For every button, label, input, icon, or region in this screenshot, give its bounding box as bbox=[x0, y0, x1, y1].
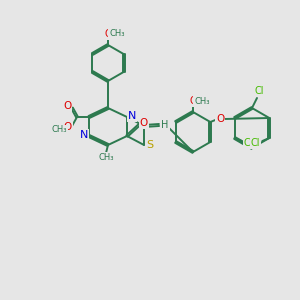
Text: O: O bbox=[189, 96, 197, 106]
Text: H: H bbox=[161, 120, 169, 130]
Text: S: S bbox=[146, 140, 154, 150]
Text: O: O bbox=[104, 29, 112, 39]
Text: Cl: Cl bbox=[254, 86, 264, 96]
Text: Cl: Cl bbox=[250, 138, 260, 148]
Text: O: O bbox=[63, 101, 71, 111]
Text: O: O bbox=[216, 114, 224, 124]
Text: N: N bbox=[128, 111, 136, 121]
Text: CH₃: CH₃ bbox=[109, 29, 125, 38]
Text: CH₃: CH₃ bbox=[98, 152, 114, 161]
Text: O: O bbox=[64, 122, 72, 132]
Text: CH₃: CH₃ bbox=[194, 97, 210, 106]
Text: CH₃: CH₃ bbox=[51, 125, 67, 134]
Text: O: O bbox=[140, 118, 148, 128]
Text: N: N bbox=[80, 130, 88, 140]
Text: Cl: Cl bbox=[244, 138, 254, 148]
